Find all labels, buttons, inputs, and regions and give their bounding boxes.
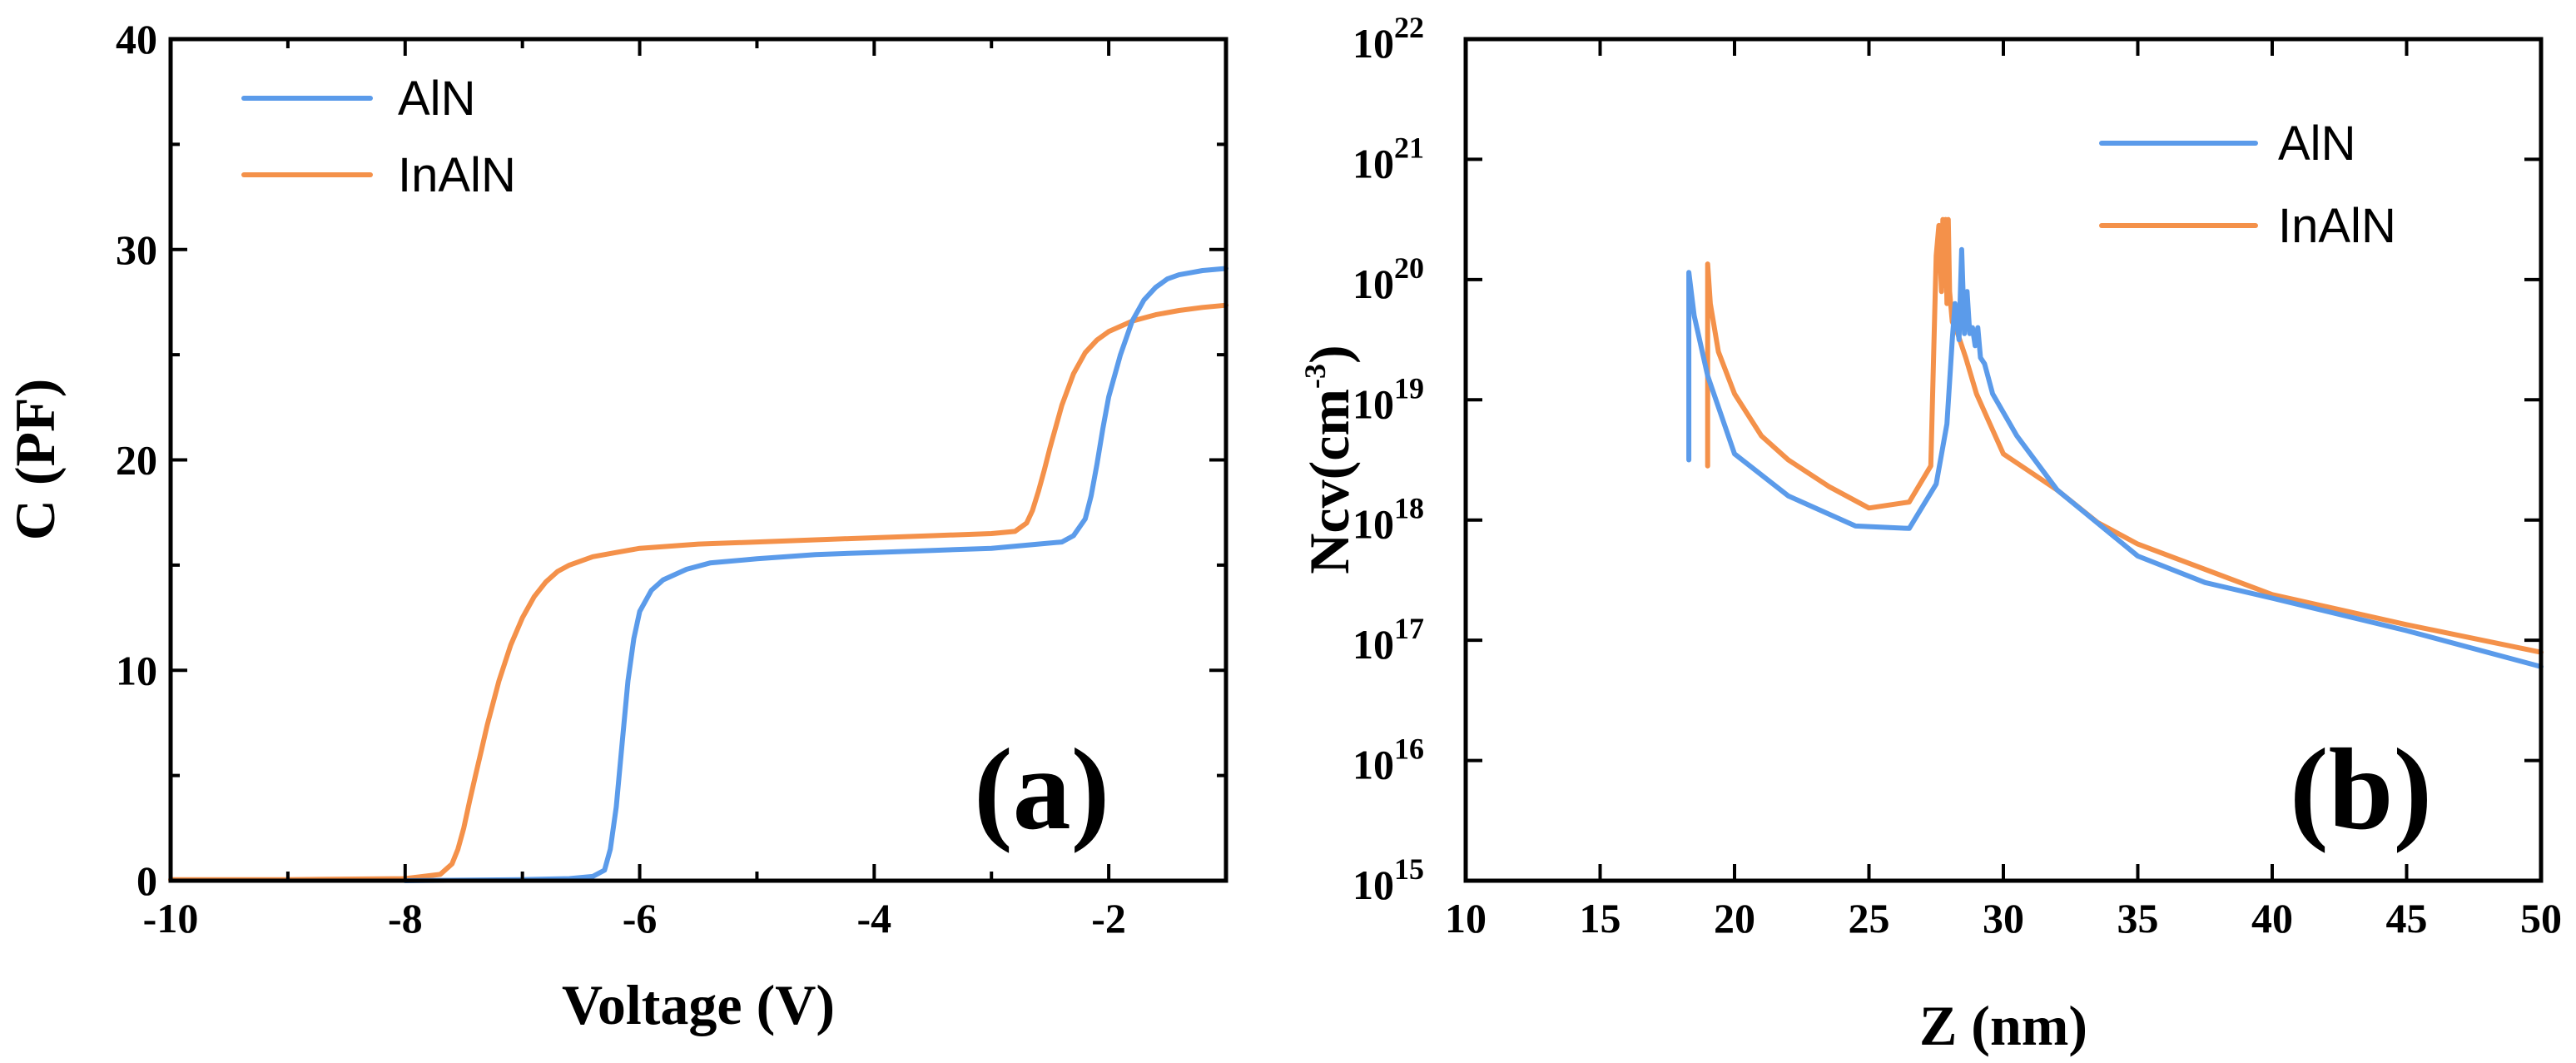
panel-b-x-tick-label: 25 — [1849, 895, 1890, 941]
panel-b-x-tick-label: 50 — [2520, 895, 2562, 941]
panel-b-x-tick-label: 15 — [1580, 895, 1621, 941]
panel-a-y-axis-title: C (PF) — [3, 379, 67, 540]
panel-a-x-tick-label: -4 — [857, 895, 892, 941]
panel-b-y-tick-base: 10 — [1353, 501, 1394, 548]
panel-b-y-tick-label: 1018 — [1353, 492, 1424, 548]
panel-b-y-tick-label: 1019 — [1353, 371, 1424, 427]
panel-b-y-tick-exponent: 21 — [1394, 131, 1424, 164]
panel-a-label: (a) — [974, 725, 1109, 854]
panel-b-y-tick-base: 10 — [1353, 261, 1394, 307]
panel-b-y-tick-exponent: 17 — [1394, 612, 1424, 645]
panel-a-y-tick-label: 20 — [116, 437, 157, 484]
panel-a-x-tick-label: -6 — [623, 895, 658, 941]
panel-b-y-tick-label: 1016 — [1353, 733, 1424, 788]
panel-b-legend: AlN InAlN — [2099, 117, 2396, 253]
panel-a-ticks: -10 -8 -6 -4 -2 0 10 20 30 40 — [116, 16, 1226, 941]
panel-a-series-line-inaln — [168, 302, 1228, 882]
panel-b-y-tick-exponent: 16 — [1394, 733, 1424, 766]
panel-a-legend: AlN InAlN — [241, 72, 516, 202]
panel-b-series-group — [1686, 216, 2544, 669]
panel-b-y-tick-label: 1017 — [1353, 612, 1424, 668]
panel-a-axes-frame — [168, 37, 1228, 883]
panel-b-y-tick-base: 10 — [1353, 140, 1394, 186]
panel-a-series-line-aln — [402, 266, 1228, 883]
panel-b-label: (b) — [2290, 725, 2432, 854]
panel-b-y-tick-base: 10 — [1353, 742, 1394, 788]
panel-b-y-axis-title-exponent: -3 — [1298, 364, 1332, 389]
legend-label-inaln: InAlN — [2278, 199, 2396, 253]
panel-b-x-axis-title: Z (nm) — [1919, 994, 2087, 1057]
panel-b-ticks: 10 15 20 25 30 35 40 45 501015101610171018101910… — [1353, 11, 2562, 941]
panel-b-y-tick-exponent: 19 — [1394, 371, 1424, 405]
panel-b-y-axis-title: Ncv(cm-3) — [1298, 345, 1361, 574]
panel-b-x-tick-label: 40 — [2251, 895, 2293, 941]
panel-b-x-tick-label: 35 — [2117, 895, 2159, 941]
panel-b-y-tick-exponent: 15 — [1394, 852, 1424, 886]
legend-label-inaln: InAlN — [398, 148, 516, 202]
panel-b-y-tick-exponent: 20 — [1394, 251, 1424, 285]
panel-b-x-tick-label: 20 — [1714, 895, 1755, 941]
panel-b-series-line-inaln — [1705, 216, 2544, 655]
legend-label-aln: AlN — [2278, 117, 2355, 171]
panel-b: 10 15 20 25 30 35 40 45 501015101610171018101910… — [1298, 11, 2562, 1057]
panel-b-y-tick-base: 10 — [1353, 862, 1394, 908]
panel-a-y-tick-label: 30 — [116, 226, 157, 273]
panel-a-y-tick-label: 0 — [136, 857, 157, 904]
panel-b-y-axis-title-suffix: ) — [1298, 345, 1361, 364]
panel-b-x-tick-label: 10 — [1445, 895, 1487, 941]
panel-b-y-tick-base: 10 — [1353, 621, 1394, 668]
panel-a-x-axis-title: Voltage (V) — [562, 973, 835, 1036]
panel-a-y-tick-label: 40 — [116, 16, 157, 62]
panel-b-y-tick-label: 1021 — [1353, 131, 1424, 186]
legend-label-aln: AlN — [398, 72, 475, 126]
panel-b-series-line-aln — [1686, 246, 2544, 669]
panel-b-y-tick-label: 1022 — [1353, 11, 1424, 67]
panel-b-x-tick-label: 30 — [1983, 895, 2024, 941]
panel-b-x-tick-label: 45 — [2386, 895, 2428, 941]
panel-a-x-tick-label: -10 — [143, 895, 199, 941]
panel-b-y-tick-base: 10 — [1353, 20, 1394, 67]
panel-b-axes-frame — [1463, 37, 2544, 883]
panel-a-series-group — [168, 266, 1228, 883]
panel-b-y-tick-base: 10 — [1353, 380, 1394, 427]
panel-b-y-tick-label: 1015 — [1353, 852, 1424, 908]
panel-a-x-tick-label: -2 — [1091, 895, 1126, 941]
panel-a-y-tick-label: 10 — [116, 647, 157, 693]
panel-a: -10 -8 -6 -4 -2 0 10 20 30 40 AlN InAlN (a) Volta… — [3, 16, 1228, 1036]
panel-b-y-tick-exponent: 22 — [1394, 11, 1424, 44]
panel-b-y-axis-title-main: Ncv(cm — [1298, 389, 1361, 574]
panel-b-y-tick-label: 1020 — [1353, 251, 1424, 307]
panel-b-y-tick-exponent: 18 — [1394, 492, 1424, 525]
panel-a-x-tick-label: -8 — [388, 895, 423, 941]
